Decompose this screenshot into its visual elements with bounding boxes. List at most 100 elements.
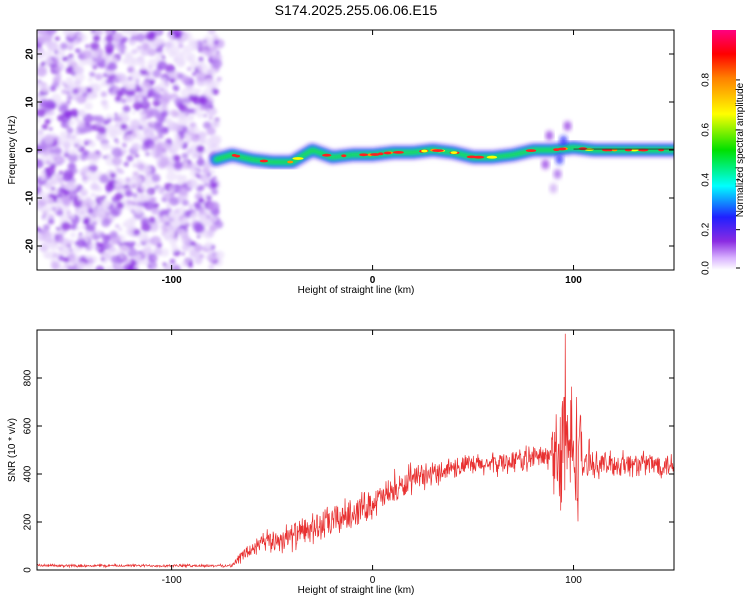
noise-blob — [49, 163, 57, 170]
noise-blob — [190, 87, 199, 96]
y-tick-label: 200 — [23, 513, 34, 530]
noise-blob — [204, 77, 215, 88]
noise-blob — [70, 223, 78, 230]
noise-blob — [132, 192, 138, 198]
noise-blob — [170, 231, 176, 236]
noise-blob — [158, 81, 167, 89]
noise-blob — [170, 220, 179, 228]
noise-blob — [183, 161, 188, 165]
noise-blob — [44, 57, 53, 65]
noise-blob — [99, 174, 110, 184]
noise-blob — [195, 173, 199, 177]
noise-blob — [207, 30, 216, 35]
noise-blob — [88, 172, 100, 182]
noise-blob — [102, 234, 111, 243]
noise-blob — [105, 30, 113, 35]
noise-blob — [156, 60, 168, 71]
noise-blob — [189, 207, 193, 212]
noise-blob — [156, 214, 161, 218]
signal-hotspot — [292, 157, 304, 160]
noise-blob — [84, 102, 93, 110]
noise-blob — [169, 157, 174, 162]
noise-blob — [127, 65, 135, 73]
noise-blob — [39, 99, 49, 108]
noise-blob — [62, 141, 71, 149]
noise-blob — [180, 87, 192, 98]
noise-blob — [126, 155, 134, 162]
noise-blob — [204, 182, 208, 187]
noise-blob — [66, 91, 70, 95]
signal-hotspot — [432, 149, 444, 153]
noise-blob — [135, 242, 142, 248]
noise-blob — [214, 250, 225, 260]
noise-blob — [134, 265, 138, 269]
noise-blob — [170, 141, 181, 151]
signal-hotspot — [322, 153, 332, 157]
noise-blob — [180, 163, 189, 171]
noise-blob — [130, 209, 135, 213]
noise-blob — [196, 111, 204, 119]
noise-blob — [68, 180, 75, 187]
noise-blob — [198, 131, 207, 140]
noise-blob — [194, 256, 203, 265]
noise-blob — [116, 90, 124, 98]
noise-blob — [152, 202, 160, 209]
noise-blob — [96, 231, 102, 236]
noise-blob — [111, 91, 117, 96]
noise-blob — [105, 34, 114, 43]
noise-blob — [88, 141, 96, 148]
noise-blob — [191, 245, 195, 249]
noise-blob — [75, 48, 80, 53]
noise-blob — [76, 145, 81, 150]
noise-blob — [151, 173, 161, 183]
colorbar-tick-label: 0.4 — [701, 172, 712, 186]
noise-blob — [190, 212, 199, 220]
noise-blob — [117, 73, 127, 82]
noise-blob — [149, 144, 156, 150]
noise-blob — [155, 30, 161, 34]
noise-blob — [148, 216, 156, 224]
noise-blob — [115, 123, 119, 127]
signal-hotspot — [370, 153, 380, 156]
noise-blob — [211, 244, 215, 248]
noise-blob — [121, 98, 127, 104]
noise-blob — [56, 226, 61, 231]
noise-blob — [119, 180, 124, 186]
noise-blob — [110, 206, 122, 217]
noise-blob — [57, 235, 64, 242]
noise-blob — [206, 172, 212, 177]
noise-blob — [134, 231, 139, 236]
spectrogram-x-label: Height of straight line (km) — [298, 285, 415, 296]
noise-blob — [141, 222, 152, 232]
noise-blob — [106, 192, 110, 196]
snr-y-label: SNR (10 * v/v) — [7, 418, 18, 482]
noise-blob — [64, 110, 73, 118]
noise-blob — [131, 176, 136, 180]
noise-blob — [143, 127, 155, 138]
noise-blob — [96, 204, 108, 215]
noise-blob — [115, 192, 124, 201]
noise-blob — [43, 135, 55, 145]
noise-blob — [216, 76, 222, 82]
noise-blob — [47, 218, 55, 225]
noise-blob — [37, 226, 41, 232]
noise-blob — [147, 48, 157, 57]
noise-blob — [102, 103, 110, 110]
noise-blob — [107, 118, 112, 122]
colorbar-tick-label: 0.6 — [701, 122, 712, 136]
noise-blob — [209, 169, 216, 175]
noise-blob — [61, 221, 71, 231]
noise-blob — [105, 78, 114, 85]
noise-blob — [101, 218, 111, 228]
noise-blob — [182, 158, 187, 162]
noise-blob — [112, 264, 116, 268]
noise-blob — [56, 209, 64, 217]
noise-blob — [90, 182, 99, 191]
colorbar: 0.0 0.2 0.4 0.6 0.8 Normalized spectral ampl… — [701, 30, 746, 275]
noise-blob — [67, 57, 77, 66]
disturbance-blob — [553, 169, 562, 179]
noise-blob — [190, 67, 195, 71]
noise-blob — [114, 96, 122, 102]
noise-blob — [200, 106, 206, 111]
noise-blob — [100, 81, 107, 87]
